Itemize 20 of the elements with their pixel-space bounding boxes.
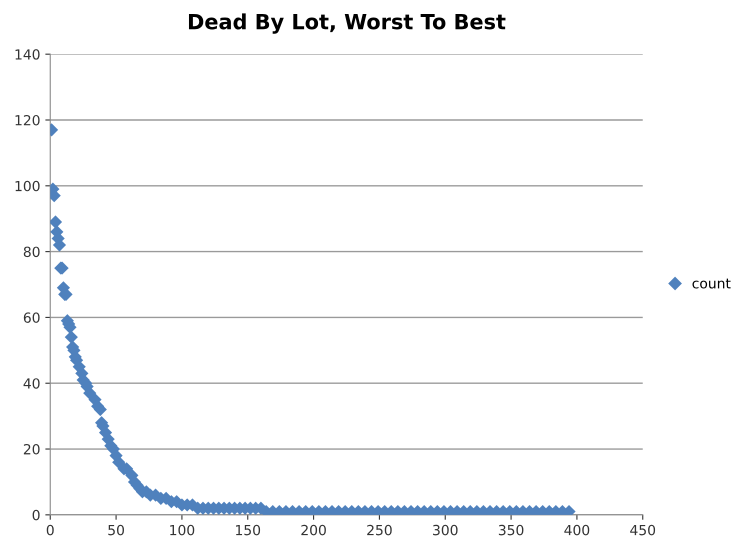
x-tick-label: 100: [170, 524, 194, 536]
x-tick-label: 400: [564, 524, 590, 536]
chart-title: Dead By Lot, Worst To Best: [188, 13, 506, 34]
y-tick-label: 100: [16, 180, 40, 192]
x-tick-label: 250: [367, 524, 392, 536]
x-tick-label: 50: [108, 524, 124, 536]
y-tick-label: 140: [16, 49, 40, 60]
y-tick-label: 60: [24, 312, 40, 323]
x-tick-label: 350: [498, 524, 524, 536]
x-tick-label: 300: [433, 524, 458, 536]
x-tick-label: 150: [236, 524, 260, 536]
y-tick-label: 20: [24, 444, 40, 455]
y-tick-label: 40: [24, 378, 40, 389]
y-tick-label: 120: [16, 114, 40, 126]
y-tick-label: 0: [32, 510, 40, 520]
y-tick-label: 80: [24, 246, 40, 258]
x-tick-label: 200: [301, 524, 326, 536]
x-tick-label: 0: [46, 524, 54, 536]
x-tick-label: 450: [630, 524, 656, 536]
legend-label: count: [692, 278, 731, 289]
